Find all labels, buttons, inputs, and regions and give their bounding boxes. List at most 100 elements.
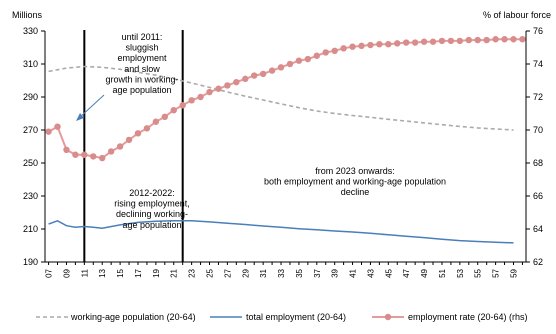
x-tick-label: 21 bbox=[170, 268, 179, 277]
employment-rate-point bbox=[367, 41, 374, 49]
employment-rate-point bbox=[197, 93, 204, 101]
right-axis-unit: % of labour force bbox=[483, 10, 551, 20]
right-tick-label: 68 bbox=[533, 158, 543, 168]
x-tick-label: 07 bbox=[45, 268, 54, 277]
x-tick-label: 09 bbox=[62, 268, 71, 277]
x-tick-label: 37 bbox=[313, 268, 322, 277]
x-tick-label: 29 bbox=[241, 268, 250, 277]
working-age-population-line bbox=[48, 65, 514, 131]
employment-rate-point bbox=[429, 38, 437, 45]
employment-rate-point bbox=[224, 82, 231, 89]
employment-rate-point bbox=[304, 55, 312, 63]
x-tick-label: 45 bbox=[384, 268, 393, 277]
employment-rate-point bbox=[72, 151, 79, 158]
employment-rate-point bbox=[116, 143, 124, 150]
employment-rate-point bbox=[125, 136, 133, 144]
employment-rate-point bbox=[152, 118, 160, 125]
x-tick-label: 19 bbox=[152, 268, 161, 277]
left-tick-label: 210 bbox=[23, 224, 38, 234]
right-tick-label: 72 bbox=[533, 92, 543, 102]
left-tick-label: 270 bbox=[23, 125, 38, 135]
right-tick-label: 66 bbox=[533, 191, 543, 201]
x-tick-label: 39 bbox=[331, 268, 340, 277]
right-tick-label: 74 bbox=[533, 59, 543, 69]
x-tick-label: 57 bbox=[492, 268, 501, 277]
left-tick-label: 310 bbox=[23, 59, 38, 69]
employment-rate-point bbox=[188, 97, 195, 104]
employment-rate-point bbox=[170, 107, 177, 114]
annotation-arrowhead bbox=[76, 113, 84, 121]
employment-rate-point bbox=[54, 123, 61, 130]
x-tick-label: 53 bbox=[456, 268, 465, 277]
right-tick-label: 62 bbox=[533, 257, 543, 267]
x-tick-label: 49 bbox=[420, 268, 429, 277]
employment-rate-point bbox=[277, 64, 285, 71]
employment-rate-point bbox=[420, 38, 428, 45]
legend-label-total-employment: total employment (20-64) bbox=[246, 312, 346, 322]
employment-rate-point bbox=[411, 39, 419, 46]
employment-rate-point bbox=[519, 36, 526, 43]
right-tick-label: 76 bbox=[533, 26, 543, 36]
employment-rate-point bbox=[45, 128, 52, 135]
legend-label-employment-rate: employment rate (20-64) (rhs) bbox=[408, 312, 528, 322]
total-employment-line bbox=[48, 219, 514, 244]
legend-marker-employment-rate bbox=[384, 313, 392, 321]
x-tick-label: 25 bbox=[206, 268, 215, 277]
x-tick-label: 43 bbox=[366, 268, 375, 277]
employment-rate-point bbox=[286, 60, 294, 68]
annotation-2012-2022: 2012-2022: rising employment, declining wo… bbox=[114, 188, 190, 230]
employment-rate-point bbox=[251, 72, 258, 79]
x-tick-label: 13 bbox=[98, 268, 107, 277]
employment-rate-point bbox=[331, 47, 338, 54]
x-tick-label: 27 bbox=[223, 268, 232, 277]
x-tick-label: 59 bbox=[509, 268, 518, 277]
x-tick-label: 31 bbox=[259, 268, 268, 277]
employment-rate-point bbox=[313, 52, 320, 59]
employment-rate-point bbox=[465, 36, 472, 44]
employment-rate-point bbox=[179, 102, 186, 109]
employment-rate-point bbox=[295, 57, 303, 64]
employment-rate-point bbox=[322, 49, 329, 56]
employment-rate-point bbox=[259, 70, 267, 78]
x-tick-label: 33 bbox=[277, 268, 286, 277]
x-tick-label: 35 bbox=[295, 268, 304, 277]
x-tick-label: 11 bbox=[80, 268, 89, 277]
employment-rate-point bbox=[90, 153, 97, 160]
x-tick-label: 55 bbox=[474, 268, 483, 277]
employment-rate-point bbox=[385, 41, 392, 48]
right-tick-label: 64 bbox=[533, 224, 543, 234]
x-tick-label: 41 bbox=[349, 268, 358, 277]
employment-rate-point bbox=[268, 67, 276, 74]
left-tick-label: 290 bbox=[23, 92, 38, 102]
employment-rate-point bbox=[492, 36, 499, 43]
employment-rate-point bbox=[63, 146, 70, 153]
employment-rate-point bbox=[161, 113, 169, 121]
employment-rate-point bbox=[510, 36, 517, 43]
employment-rate-point bbox=[340, 45, 347, 52]
employment-rate-point bbox=[107, 148, 115, 155]
employment-rate-point bbox=[483, 36, 490, 44]
annotation-from-2023: from 2023 onwards: both employment and wo… bbox=[264, 166, 446, 197]
annotation-until-2011: until 2011: sluggish employment and slow gro… bbox=[105, 32, 178, 95]
left-tick-label: 230 bbox=[23, 191, 38, 201]
employment-rate-point bbox=[233, 78, 240, 86]
legend-label-working-age: working-age population (20-64) bbox=[70, 312, 196, 322]
employment-rate-point bbox=[447, 37, 455, 45]
x-tick-label: 17 bbox=[134, 268, 143, 277]
left-tick-label: 330 bbox=[23, 26, 38, 36]
left-axis-unit: Millions bbox=[12, 10, 43, 20]
employment-rate-point bbox=[358, 42, 365, 50]
employment-rate-point bbox=[242, 75, 249, 83]
employment-rate-point bbox=[81, 151, 88, 158]
employment-rate-point bbox=[215, 85, 222, 92]
x-tick-label: 23 bbox=[188, 268, 197, 277]
x-tick-label: 15 bbox=[116, 268, 125, 277]
annotation-arrow bbox=[78, 94, 105, 119]
employment-rate-point bbox=[134, 130, 142, 137]
employment-rate-point bbox=[376, 41, 383, 48]
right-tick-label: 70 bbox=[533, 125, 543, 135]
employment-rate-point bbox=[99, 154, 106, 162]
left-tick-label: 190 bbox=[23, 257, 38, 267]
employment-rate-point bbox=[349, 43, 356, 50]
